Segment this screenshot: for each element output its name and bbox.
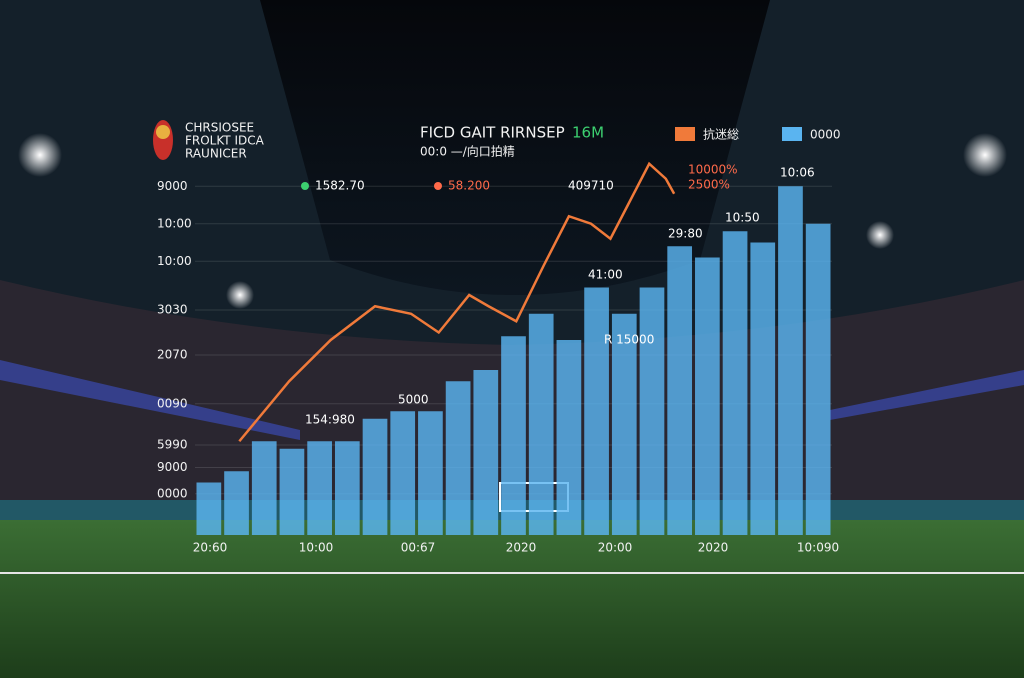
- annotation: 409710: [568, 179, 614, 193]
- annotation: 41:00: [588, 268, 623, 282]
- annotation: 1582.70: [315, 179, 365, 193]
- annotation: 5000: [398, 393, 429, 407]
- bar: [251, 441, 277, 535]
- annotation: R 15000: [604, 333, 654, 347]
- legend-label: 0000: [810, 128, 841, 142]
- bar: [611, 313, 637, 535]
- annotation-dot: [301, 182, 309, 190]
- bar: [722, 231, 748, 535]
- annotation-dot: [434, 182, 442, 190]
- x-tick-label: 10:090: [797, 541, 839, 555]
- y-tick-label: 3030: [157, 303, 188, 317]
- logo-text: FROLKT IDCA: [185, 134, 265, 148]
- bar: [584, 287, 609, 535]
- floodlight: [866, 221, 894, 249]
- annotation: 154:980: [305, 413, 355, 427]
- chart-subtitle: 00:0 —/向口拍精: [420, 144, 515, 159]
- bar: [224, 471, 249, 535]
- bar: [750, 242, 776, 535]
- x-tick-label: 10:00: [299, 541, 334, 555]
- y-tick-label: 9000: [157, 179, 188, 193]
- logo-text: RAUNICER: [185, 147, 247, 161]
- annotation: 2500%: [688, 178, 730, 192]
- y-tick-label: 5990: [157, 438, 188, 452]
- logo-text: CHRSIOSEE: [185, 121, 254, 135]
- bar: [196, 482, 222, 535]
- legend-label: 抗迷総: [703, 127, 739, 142]
- bar: [362, 418, 388, 535]
- bar: [334, 441, 360, 535]
- pitch: [0, 520, 1024, 678]
- x-tick-label: 2020: [506, 541, 537, 555]
- annotation: 10:06: [780, 166, 815, 180]
- y-tick-label: 2070: [157, 348, 188, 362]
- annotation: 58.200: [448, 179, 490, 193]
- x-tick-label: 20:00: [598, 541, 633, 555]
- bar: [695, 257, 720, 535]
- bar: [418, 411, 443, 535]
- floodlight: [18, 133, 62, 177]
- bar: [473, 370, 499, 535]
- y-tick-label: 10:00: [157, 254, 192, 268]
- bar: [390, 411, 416, 535]
- bar: [501, 336, 526, 535]
- title-badge: 16M: [572, 124, 604, 142]
- x-tick-label: 2020: [698, 541, 729, 555]
- line: [238, 161, 676, 443]
- floodlight: [963, 133, 1007, 177]
- bar: [528, 313, 554, 535]
- bar: [556, 340, 582, 535]
- floodlight: [226, 281, 254, 309]
- bar: [445, 381, 471, 535]
- bar: [667, 246, 693, 535]
- bar: [639, 287, 665, 535]
- legend-swatch: [782, 127, 802, 141]
- legend-swatch: [675, 127, 695, 141]
- y-tick-label: 9000: [157, 460, 188, 474]
- logo: [156, 125, 170, 139]
- bar: [279, 448, 305, 535]
- bar: [307, 441, 332, 535]
- bar: [805, 223, 831, 535]
- y-tick-label: 10:00: [157, 216, 192, 230]
- x-tick-label: 00:67: [401, 541, 436, 555]
- annotation: 29:80: [668, 227, 703, 241]
- y-tick-label: 0000: [157, 486, 188, 500]
- bar: [778, 186, 803, 535]
- y-tick-label: 0090: [157, 396, 188, 410]
- x-tick-label: 20:60: [193, 541, 228, 555]
- annotation: 10000%: [688, 163, 738, 177]
- chart-title: FICD GAIT RIRNSEP: [420, 124, 565, 142]
- annotation: 10:50: [725, 211, 760, 225]
